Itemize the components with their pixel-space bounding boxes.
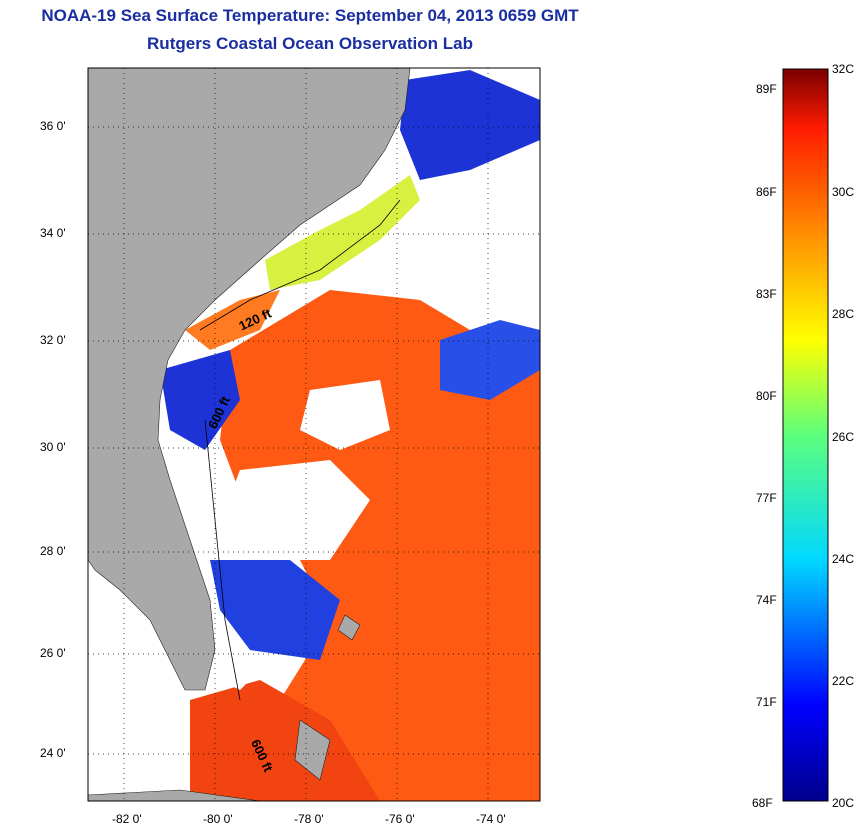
map-subtitle: Rutgers Coastal Ocean Observation Lab xyxy=(147,34,473,53)
lat-tick-label: 28 0' xyxy=(40,544,66,558)
lat-tick-label: 30 0' xyxy=(40,440,66,454)
map-grid xyxy=(88,68,540,801)
colorbar-c-label: 28C xyxy=(832,307,855,321)
shelf-water-region xyxy=(185,290,280,350)
colorbar-f-label: 74F xyxy=(756,593,777,607)
warm-water-south xyxy=(190,680,380,801)
lon-tick-label: -76 0' xyxy=(385,812,415,826)
map-area xyxy=(88,68,540,801)
colorbar-c-label: 32C xyxy=(832,62,855,76)
lon-tick-label: -74 0' xyxy=(476,812,506,826)
cool-water-region xyxy=(210,560,340,660)
colorbar-c-label: 22C xyxy=(832,674,855,688)
warm-water-region xyxy=(220,290,540,801)
colorbar-f-label: 68F xyxy=(752,796,773,810)
colorbar xyxy=(782,68,829,802)
lat-tick-label: 26 0' xyxy=(40,646,66,660)
cloud-patch xyxy=(300,380,390,450)
lat-tick-label: 32 0' xyxy=(40,333,66,347)
map-frame xyxy=(87,67,541,802)
island xyxy=(294,719,331,781)
shelf-water-region xyxy=(265,175,420,290)
cloud-patch xyxy=(225,460,370,560)
colorbar-f-label: 80F xyxy=(756,389,777,403)
map-title: NOAA-19 Sea Surface Temperature: Septemb… xyxy=(41,6,579,25)
colorbar-c-label: 26C xyxy=(832,430,855,444)
cool-water-region xyxy=(160,350,240,450)
colorbar-f-label: 77F xyxy=(756,491,777,505)
colorbar-f-label: 89F xyxy=(756,82,777,96)
cool-water-region xyxy=(400,70,540,180)
isobath-line xyxy=(204,419,241,701)
isobath-line xyxy=(199,199,401,331)
lon-tick-label: -82 0' xyxy=(112,812,142,826)
lon-tick-label: -78 0' xyxy=(294,812,324,826)
colorbar-c-label: 20C xyxy=(832,796,855,810)
lon-tick-label: -80 0' xyxy=(203,812,233,826)
land-mass xyxy=(88,68,411,691)
colorbar-c-label: 30C xyxy=(832,185,855,199)
island xyxy=(337,614,361,641)
lat-tick-label: 34 0' xyxy=(40,226,66,240)
colorbar-f-label: 86F xyxy=(756,185,777,199)
lat-tick-label: 36 0' xyxy=(40,119,66,133)
colorbar-c-label: 24C xyxy=(832,552,855,566)
land-mass-cuba xyxy=(88,789,261,801)
cool-water-region xyxy=(440,320,540,400)
colorbar-f-label: 83F xyxy=(756,287,777,301)
colorbar-f-label: 71F xyxy=(756,695,777,709)
lat-tick-label: 24 0' xyxy=(40,746,66,760)
